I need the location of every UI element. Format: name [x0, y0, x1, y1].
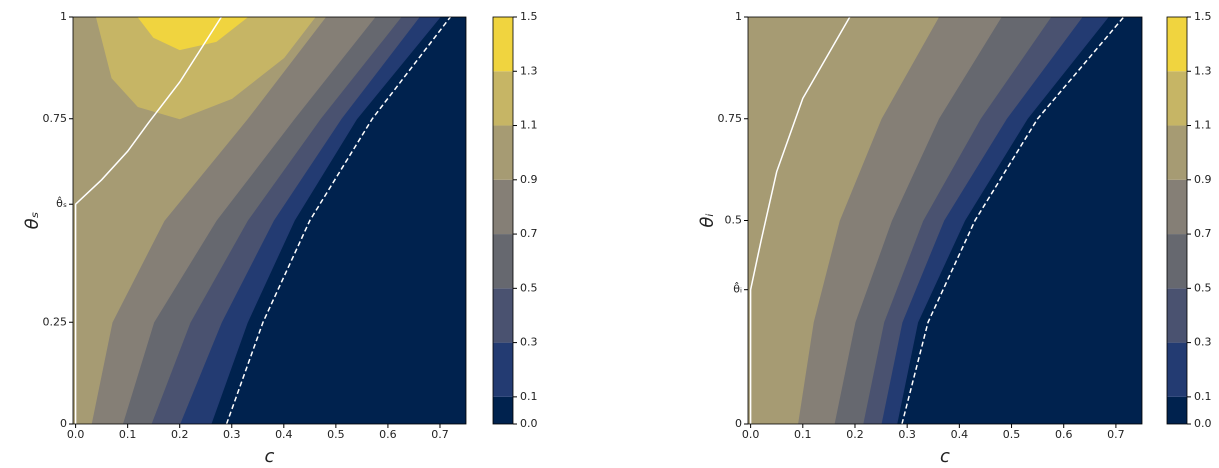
contour-fills — [748, 17, 1125, 424]
colorbar-band — [493, 234, 513, 289]
x-tick-label: 0.1 — [119, 428, 137, 441]
colorbar-band — [1167, 342, 1187, 397]
colorbar-band — [1167, 234, 1187, 289]
colorbar-tick-label: 1.3 — [520, 64, 538, 77]
contour-edge — [862, 17, 1052, 424]
contour-fills — [73, 17, 451, 424]
y-tick-label: θ̂ᵢ — [733, 282, 742, 296]
contour-edge — [150, 17, 402, 424]
colorbar-band — [1167, 288, 1187, 343]
y-tick-label: 0.75 — [43, 112, 68, 125]
contour-edge — [179, 17, 420, 424]
contour-edge — [210, 17, 441, 424]
colorbar-tick-label: 1.5 — [520, 10, 538, 23]
x-tick-label: 0.1 — [794, 428, 812, 441]
contour-edge — [121, 17, 376, 424]
colorbar-band — [1167, 71, 1187, 126]
contour-edge — [833, 17, 1002, 424]
colorbar-tick-label: 1.1 — [520, 119, 538, 132]
y-tick-label: 0 — [735, 417, 742, 430]
colorbar-tick-label: 0.9 — [520, 173, 538, 186]
x-tick-label: 0.3 — [223, 428, 241, 441]
colorbar-tick-label: 1.3 — [1194, 64, 1212, 77]
y-axis-label: θₛ — [22, 212, 43, 230]
x-tick-label: 0.6 — [379, 428, 397, 441]
colorbar-tick-label: 0.1 — [1194, 390, 1212, 403]
colorbar-tick-label: 0.1 — [520, 390, 538, 403]
contour-edge — [90, 17, 326, 424]
y-tick-label: 1 — [735, 10, 742, 23]
contour-plot: 0.0 0.1 0.2 0.3 0.4 0.5 0.6 0.7 0 θ̂ᵢ 0.5 0.75 1 c θᵢ 0… — [697, 10, 1212, 467]
colorbar-band — [1167, 179, 1187, 235]
x-tick-label: 0.2 — [846, 428, 864, 441]
x-axis-label: c — [940, 446, 950, 467]
colorbar-band — [493, 17, 513, 72]
x-tick-label: 0.0 — [742, 428, 760, 441]
colorbar-tick-label: 0.5 — [1194, 281, 1212, 294]
colorbar-frame — [1166, 16, 1188, 425]
contour-edge — [95, 17, 316, 120]
x-tick-label: 0.4 — [951, 428, 969, 441]
colorbar-band — [493, 342, 513, 397]
x-tick-label: 0.5 — [327, 428, 345, 441]
colorbar-band — [493, 396, 513, 424]
colorbar-frame — [492, 16, 514, 425]
colorbar-tick-label: 0.9 — [1194, 173, 1212, 186]
x-tick-label: 0.7 — [1107, 428, 1125, 441]
x-axis-label: c — [265, 446, 275, 467]
colorbar-band — [493, 125, 513, 180]
reference-line — [225, 17, 451, 424]
reference-line — [74, 17, 222, 424]
x-tick-label: 0.4 — [275, 428, 293, 441]
colorbar-band — [493, 179, 513, 235]
colorbar-tick-label: 0.0 — [1194, 417, 1212, 430]
y-tick-label: 0.25 — [43, 315, 68, 328]
colorbar-band — [493, 288, 513, 343]
contour-band — [96, 17, 316, 119]
x-tick-label: 0.5 — [1003, 428, 1021, 441]
y-tick-label: 0 — [60, 417, 67, 430]
y-axis-label: θᵢ — [697, 213, 718, 227]
x-tick-label: 0.2 — [171, 428, 189, 441]
contour-edge — [896, 17, 1109, 424]
colorbar-tick-label: 0.3 — [520, 336, 538, 349]
contour-edge — [797, 17, 939, 424]
contour-band — [73, 17, 326, 424]
reference-line — [901, 17, 1125, 424]
colorbar-band — [1167, 396, 1187, 424]
y-tick-label: θ̂ₛ — [56, 196, 67, 210]
x-tick-label: 0.7 — [431, 428, 449, 441]
y-tick-label: 0.5 — [725, 214, 743, 227]
colorbar-band — [1167, 17, 1187, 72]
contour-plot: 0.0 0.1 0.2 0.3 0.4 0.5 0.6 0.7 0 0.25 θ̂ₛ 0.75 1 c θₛ… — [22, 10, 538, 467]
colorbar-tick-label: 1.1 — [1194, 119, 1212, 132]
plot-frame — [72, 16, 467, 425]
contour-band — [138, 17, 248, 50]
colorbar-tick-label: 0.3 — [1194, 336, 1212, 349]
colorbar-tick-label: 0.5 — [520, 281, 538, 294]
contour-edge — [137, 17, 248, 51]
x-tick-label: 0.0 — [67, 428, 85, 441]
y-tick-label: 1 — [60, 10, 67, 23]
colorbar-tick-label: 0.0 — [520, 417, 538, 430]
colorbar-band — [1167, 125, 1187, 180]
y-tick-label: 0.75 — [718, 112, 743, 125]
colorbar-tick-label: 1.5 — [1194, 10, 1212, 23]
colorbar-band — [493, 71, 513, 126]
colorbar-tick-label: 0.7 — [520, 227, 538, 240]
contour-edge — [880, 17, 1083, 424]
x-tick-label: 0.6 — [1055, 428, 1073, 441]
x-tick-label: 0.3 — [898, 428, 916, 441]
reference-line — [749, 17, 851, 424]
colorbar-tick-label: 0.7 — [1194, 227, 1212, 240]
